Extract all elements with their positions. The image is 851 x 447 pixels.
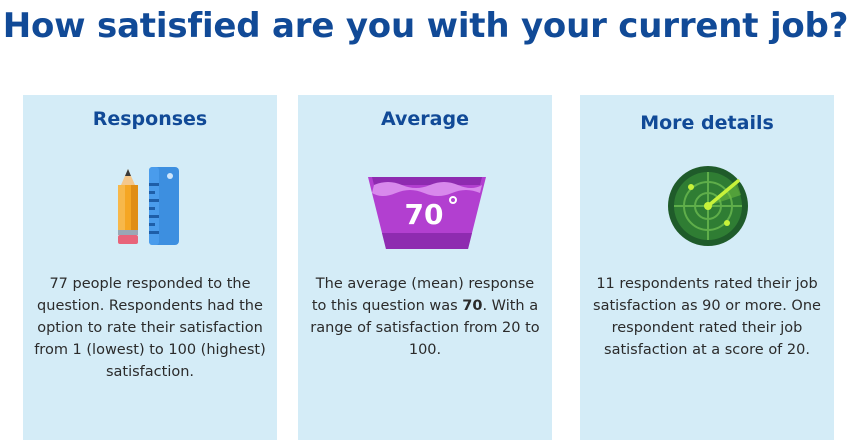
- more-details-card: More details 11 respondents rated their …: [580, 95, 834, 440]
- responses-card: Responses 77 people responded to the que…: [23, 95, 277, 440]
- page-title: How satisfied are you with your current …: [2, 6, 849, 46]
- card-title-average: Average: [381, 108, 469, 130]
- card-title-more-details: More details: [640, 112, 774, 134]
- basin-temperature-label: 70: [405, 198, 444, 231]
- average-description: The average (mean) response to this ques…: [310, 276, 540, 358]
- responses-description: 77 people responded to the question. Res…: [34, 276, 266, 380]
- pencil-ruler-icon: [118, 167, 179, 245]
- average-card: Average 70 The average (mean) response t…: [298, 95, 552, 440]
- card-title-responses: Responses: [92, 108, 208, 130]
- more-details-description: 11 respondents rated their job satisfact…: [593, 276, 821, 358]
- radar-icon: [668, 166, 748, 246]
- average-value: 70: [462, 298, 483, 314]
- wash-basin-70-icon: 70: [368, 177, 486, 249]
